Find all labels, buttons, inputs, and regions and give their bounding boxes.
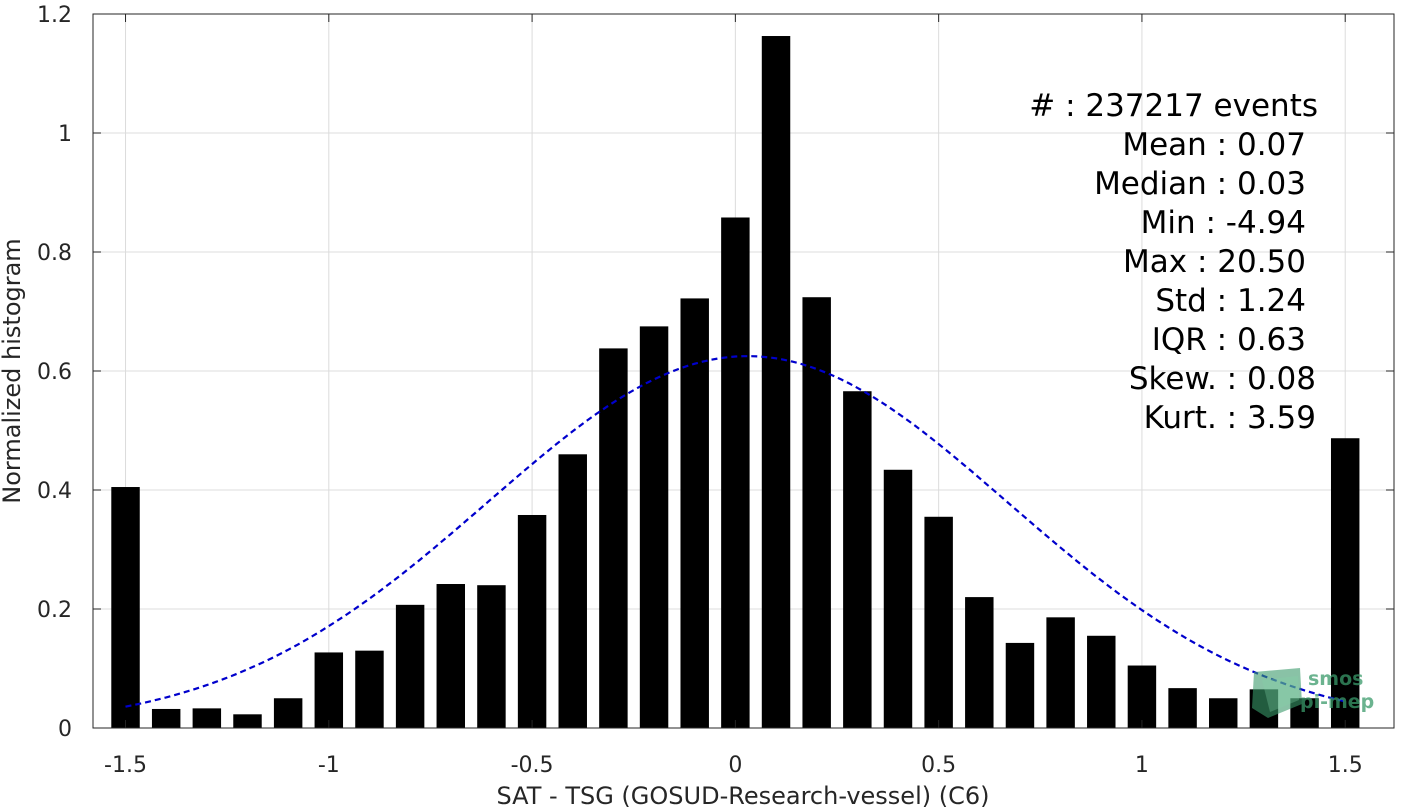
stats-line: Mean : 0.07 [1122,127,1306,163]
stats-line: Skew. : 0.08 [1129,361,1316,397]
stats-line: # : 237217 events [1029,88,1318,124]
histogram-bar [436,584,466,728]
x-axis-ticks: -1.5 -1 -0.5 0 0.5 1 1.5 [104,14,1363,778]
y-axis-ticks: 0 0.2 0.4 0.6 0.8 1 1.2 [37,3,1394,742]
histogram-bar [477,585,506,728]
histogram-bar [558,454,587,728]
y-tick-label: 1.2 [37,3,72,28]
histogram-bar [1330,438,1360,728]
normal-fit-curve [125,355,1346,708]
histogram-bar [192,708,222,728]
smos-pimep-logo: smos pi-mep [1252,668,1374,718]
x-axis-label: SAT - TSG (GOSUD-Research-vessel) (C6) [497,782,990,809]
histogram-bar [843,391,872,728]
x-tick-label: 1.5 [1328,753,1363,778]
stats-line: IQR : 0.63 [1152,322,1306,358]
histogram-bar [1046,617,1075,728]
histogram-bar [1209,698,1238,728]
y-tick-label: 0.6 [37,360,72,385]
histogram-bar [599,348,628,728]
x-tick-label: -0.5 [511,753,554,778]
y-tick-label: 1 [58,122,72,147]
histogram-bar [639,326,669,728]
histogram-bar [883,469,913,728]
histogram-bar [1127,665,1157,728]
histogram-bars [111,36,1360,729]
x-tick-label: 1 [1135,753,1149,778]
x-tick-label: -1 [318,753,340,778]
histogram-bar [965,597,994,728]
logo-cube-face-icon [1262,676,1299,712]
y-axis-label: Normalized histogram [0,238,26,503]
logo-text-smos: smos [1308,668,1363,690]
stats-line: Max : 20.50 [1123,244,1306,280]
histogram-bar [233,714,262,728]
stats-line: Std : 1.24 [1155,283,1306,319]
histogram-bar [111,487,140,728]
histogram-bar [802,297,831,728]
logo-text-pimep: pi-mep [1300,691,1374,713]
histogram-bar [680,298,709,728]
histogram-bar [1087,635,1116,728]
histogram-bar [517,514,547,728]
y-tick-label: 0.4 [37,479,72,504]
histogram-bar [924,516,953,728]
y-tick-label: 0.8 [37,241,72,266]
histogram-bar [151,708,181,728]
histogram-bar [1168,688,1197,728]
histogram-bar [1005,642,1035,728]
histogram-bar [761,36,791,728]
histogram-bar [314,652,344,728]
stats-line: Min : -4.94 [1141,205,1306,241]
histogram-bar [355,650,384,728]
x-tick-label: 0.5 [921,753,956,778]
histogram-bar [395,604,425,728]
x-tick-label: -1.5 [104,753,147,778]
histogram-bar [721,217,750,729]
stats-line: Kurt. : 3.59 [1144,400,1316,436]
stats-line: Median : 0.03 [1094,166,1306,202]
histogram-bar [273,698,303,728]
y-tick-label: 0.2 [37,598,72,623]
y-tick-label: 0 [58,717,72,742]
x-tick-label: 0 [728,753,742,778]
